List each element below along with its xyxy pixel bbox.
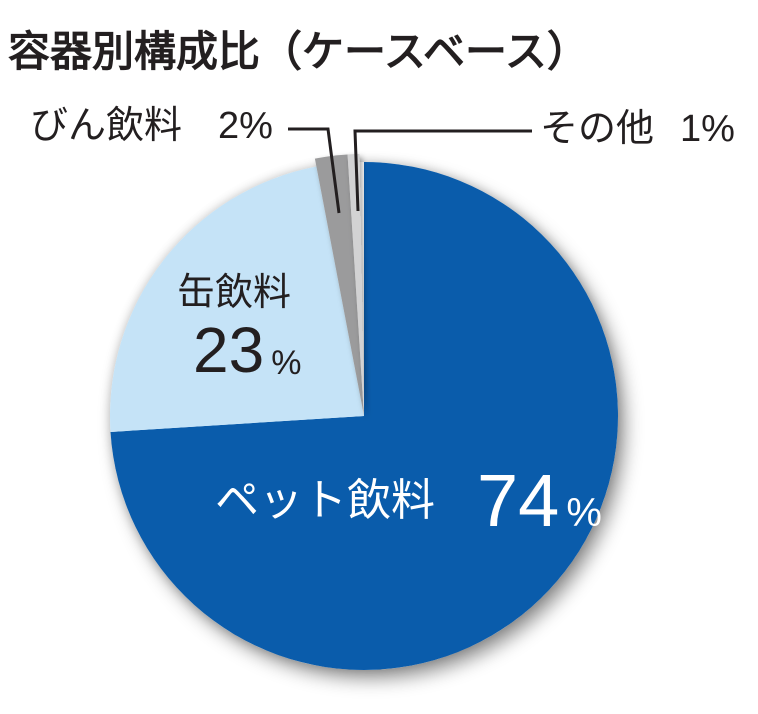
callout-other: その他 1% [540, 110, 735, 148]
bin-value: 2% [218, 107, 273, 145]
leader-line-bin [288, 127, 341, 214]
bin-label: びん飲料 [30, 105, 183, 147]
other-value-number: 1 [680, 108, 702, 150]
other-percent-sign: % [701, 108, 735, 150]
pie-slice-bin [314, 154, 364, 416]
pie-slice-can [110, 166, 364, 432]
bin-value-number: 2 [218, 105, 240, 147]
pet-value-number: 74 [477, 459, 560, 542]
leader-line-other [353, 129, 532, 212]
other-value: 1% [680, 110, 735, 148]
label-pet: ペット飲料 74 % [215, 464, 602, 538]
chart-title: 容器別構成比（ケースベース） [8, 28, 589, 76]
pie-slice-pet [110, 162, 618, 670]
other-label: その他 [540, 108, 655, 150]
label-can: 缶飲料 23 % [177, 274, 301, 382]
bin-percent-sign: % [239, 105, 273, 147]
callout-bin: びん飲料 2% [30, 107, 273, 145]
can-value-number: 23 [193, 314, 265, 386]
can-value: 23 % [193, 318, 301, 382]
can-percent-sign: % [271, 344, 302, 382]
pet-label: ペット飲料 [215, 476, 435, 525]
pet-percent-sign: % [566, 491, 602, 535]
pie-slice-other [347, 154, 364, 416]
can-label: 缶飲料 [177, 272, 292, 314]
